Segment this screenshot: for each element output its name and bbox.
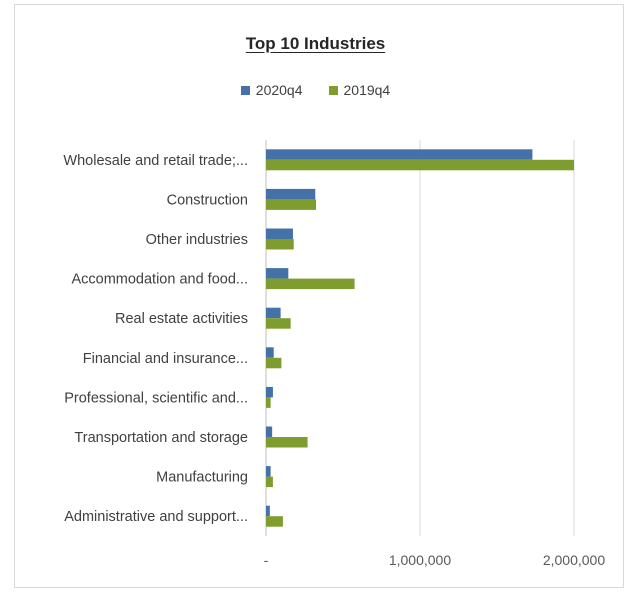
legend-label-2020q4: 2020q4 — [255, 82, 303, 98]
legend-item-2020q4: 2020q4 — [240, 82, 303, 98]
category-label-9: Administrative and support... — [64, 509, 248, 525]
x-tick-label-1: 1,000,000 — [389, 552, 451, 568]
bar-2019q4-2 — [266, 239, 294, 250]
bar-2020q4-3 — [266, 268, 289, 279]
bar-2019q4-3 — [266, 278, 355, 290]
category-label-4: Real estate activities — [115, 311, 248, 327]
bar-2020q4-9 — [266, 505, 270, 517]
bar-2019q4-5 — [266, 357, 282, 369]
bar-2020q4-2 — [266, 228, 293, 239]
legend-swatch-2019q4 — [328, 85, 338, 95]
bar-2020q4-5 — [266, 347, 274, 358]
category-label-7: Transportation and storage — [74, 430, 248, 446]
x-tick-label-2: 2,000,000 — [543, 552, 605, 568]
legend-item-2019q4: 2019q4 — [328, 82, 391, 98]
bar-2019q4-4 — [266, 318, 291, 329]
bar-2020q4-6 — [266, 386, 273, 398]
category-label-1: Construction — [167, 192, 248, 208]
bar-2019q4-1 — [266, 199, 317, 210]
category-label-2: Other industries — [146, 232, 248, 248]
category-label-8: Manufacturing — [156, 470, 248, 486]
bar-2020q4-0 — [266, 149, 533, 160]
legend: 2020q4 2019q4 — [0, 82, 631, 98]
bar-2019q4-0 — [266, 159, 574, 171]
bar-2020q4-8 — [266, 466, 271, 477]
category-label-3: Accommodation and food... — [71, 272, 248, 288]
chart-frame — [14, 4, 624, 588]
bar-2020q4-4 — [266, 307, 281, 319]
bar-2019q4-6 — [266, 397, 271, 408]
chart-title: Top 10 Industries — [245, 34, 386, 53]
category-label-0: Wholesale and retail trade;... — [63, 153, 248, 169]
category-label-5: Financial and insurance... — [83, 351, 248, 367]
legend-swatch-2020q4 — [240, 85, 250, 95]
category-label-6: Professional, scientific and... — [64, 390, 248, 406]
bar-2019q4-9 — [266, 516, 283, 527]
legend-label-2019q4: 2019q4 — [343, 82, 391, 98]
bar-2019q4-8 — [266, 476, 273, 488]
x-tick-label-0: - — [264, 552, 269, 568]
bar-2020q4-1 — [266, 188, 316, 200]
bar-2019q4-7 — [266, 437, 308, 448]
bar-2020q4-7 — [266, 426, 273, 437]
